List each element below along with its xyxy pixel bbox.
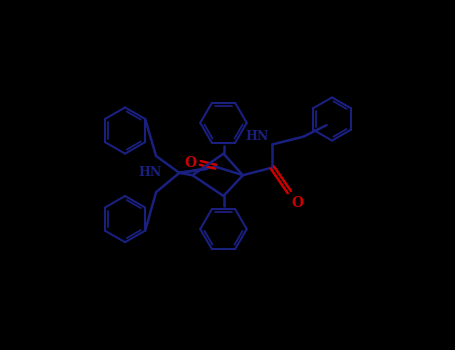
Text: HN: HN	[245, 130, 268, 143]
Text: O: O	[184, 156, 197, 170]
Text: HN: HN	[138, 166, 162, 180]
Text: O: O	[292, 196, 304, 210]
